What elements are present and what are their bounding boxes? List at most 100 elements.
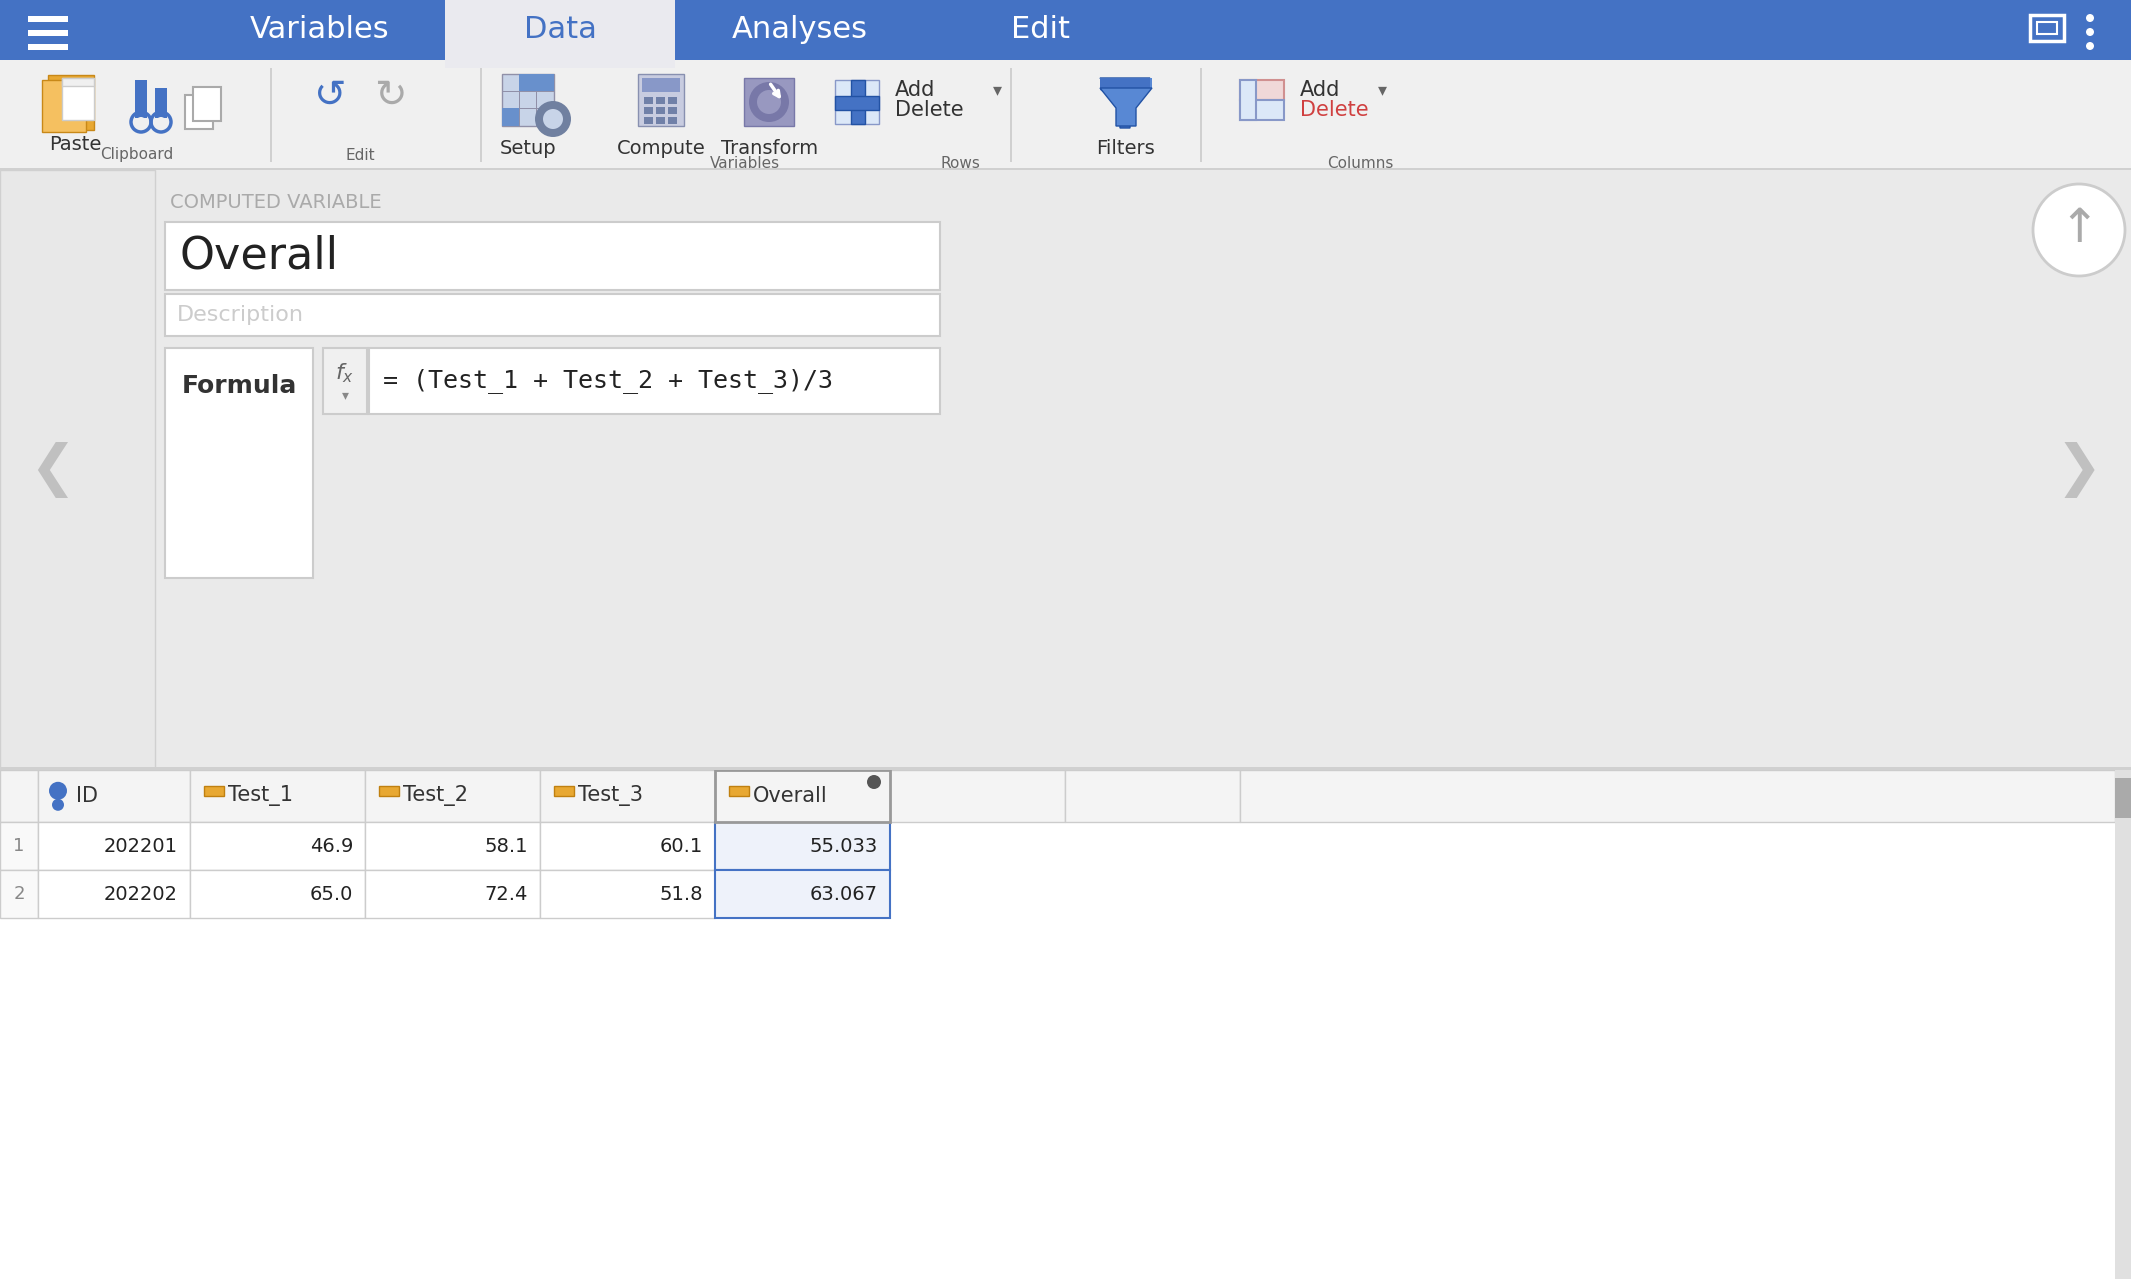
Bar bbox=[656, 116, 665, 124]
Bar bbox=[43, 81, 85, 132]
Bar bbox=[0, 770, 38, 822]
Bar bbox=[637, 74, 684, 127]
Bar bbox=[667, 116, 678, 124]
Bar bbox=[1100, 78, 1151, 90]
Text: Filters: Filters bbox=[1095, 138, 1155, 157]
Bar bbox=[364, 870, 539, 918]
Text: 63.067: 63.067 bbox=[810, 885, 878, 903]
Text: Variables: Variables bbox=[249, 15, 390, 45]
Polygon shape bbox=[1100, 78, 1151, 128]
Bar bbox=[539, 870, 716, 918]
Text: ▾: ▾ bbox=[1379, 81, 1387, 98]
Text: ↑: ↑ bbox=[2059, 207, 2099, 252]
Circle shape bbox=[867, 775, 880, 789]
Bar bbox=[1066, 770, 1240, 822]
Bar bbox=[1240, 100, 1285, 120]
Bar bbox=[667, 97, 678, 104]
Bar bbox=[0, 60, 2131, 170]
Text: Compute: Compute bbox=[616, 138, 705, 157]
Text: Overall: Overall bbox=[179, 234, 339, 278]
Bar bbox=[850, 81, 865, 124]
Text: 46.9: 46.9 bbox=[309, 836, 354, 856]
Polygon shape bbox=[379, 785, 398, 796]
Text: 2: 2 bbox=[13, 885, 26, 903]
Bar bbox=[190, 770, 364, 822]
Polygon shape bbox=[1100, 90, 1151, 110]
Bar bbox=[364, 822, 539, 870]
Bar bbox=[38, 870, 190, 918]
Bar bbox=[2037, 22, 2056, 35]
Bar bbox=[644, 116, 652, 124]
Circle shape bbox=[49, 781, 66, 799]
Bar bbox=[539, 770, 716, 822]
Text: ↻: ↻ bbox=[373, 77, 407, 115]
Bar bbox=[190, 822, 364, 870]
Bar bbox=[835, 81, 878, 124]
Bar bbox=[194, 87, 222, 122]
Polygon shape bbox=[1100, 78, 1151, 90]
Bar bbox=[716, 770, 891, 822]
Text: Rows: Rows bbox=[940, 156, 980, 170]
Bar bbox=[0, 770, 2131, 1279]
Bar bbox=[891, 770, 1066, 822]
Text: ❮: ❮ bbox=[28, 443, 75, 498]
Bar bbox=[0, 0, 2131, 60]
Bar bbox=[369, 348, 940, 414]
Text: 202201: 202201 bbox=[104, 836, 179, 856]
Text: ▾: ▾ bbox=[993, 81, 1002, 98]
Bar bbox=[2114, 770, 2131, 1279]
Bar bbox=[164, 294, 940, 336]
Text: Analyses: Analyses bbox=[733, 15, 867, 45]
Bar bbox=[0, 767, 2131, 770]
Text: Add: Add bbox=[1300, 81, 1340, 100]
Text: Test_3: Test_3 bbox=[578, 785, 644, 807]
Text: Transform: Transform bbox=[722, 138, 818, 157]
Bar bbox=[28, 43, 68, 50]
Circle shape bbox=[2086, 42, 2095, 50]
Text: 60.1: 60.1 bbox=[661, 836, 703, 856]
Polygon shape bbox=[1100, 88, 1153, 127]
Bar bbox=[656, 97, 665, 104]
Bar bbox=[744, 78, 795, 127]
Text: $f_x$: $f_x$ bbox=[335, 361, 354, 385]
Text: Add: Add bbox=[895, 81, 936, 100]
Bar bbox=[644, 107, 652, 114]
Bar bbox=[667, 107, 678, 114]
Bar bbox=[28, 17, 68, 22]
Text: 65.0: 65.0 bbox=[309, 885, 354, 903]
Circle shape bbox=[2086, 14, 2095, 22]
Circle shape bbox=[757, 90, 780, 114]
Text: ID: ID bbox=[77, 787, 98, 806]
Text: Delete: Delete bbox=[895, 100, 963, 120]
Circle shape bbox=[2086, 28, 2095, 36]
Text: Edit: Edit bbox=[345, 147, 375, 162]
Text: Paste: Paste bbox=[49, 136, 100, 155]
Bar bbox=[503, 74, 554, 127]
Bar bbox=[0, 870, 38, 918]
Text: Variables: Variables bbox=[710, 156, 780, 170]
Text: Setup: Setup bbox=[499, 138, 556, 157]
Polygon shape bbox=[554, 785, 573, 796]
Text: Overall: Overall bbox=[752, 787, 827, 806]
Bar bbox=[0, 170, 156, 770]
Bar bbox=[656, 107, 665, 114]
Text: Test_2: Test_2 bbox=[403, 785, 469, 807]
Text: Formula: Formula bbox=[181, 373, 296, 398]
Bar bbox=[641, 78, 680, 92]
Text: 58.1: 58.1 bbox=[484, 836, 528, 856]
Bar bbox=[1240, 770, 2114, 822]
Circle shape bbox=[156, 116, 166, 127]
Text: ▾: ▾ bbox=[341, 389, 349, 403]
Bar bbox=[156, 88, 166, 118]
Bar bbox=[324, 348, 367, 414]
Bar bbox=[38, 770, 190, 822]
Text: Test_1: Test_1 bbox=[228, 785, 292, 807]
Bar bbox=[134, 81, 147, 118]
Text: = (Test_1 + Test_2 + Test_3)/3: = (Test_1 + Test_2 + Test_3)/3 bbox=[384, 368, 833, 394]
Text: 51.8: 51.8 bbox=[658, 885, 703, 903]
Bar bbox=[0, 168, 2131, 170]
Bar bbox=[38, 822, 190, 870]
Bar bbox=[364, 770, 539, 822]
Bar bbox=[2031, 15, 2065, 41]
Bar bbox=[62, 78, 94, 120]
